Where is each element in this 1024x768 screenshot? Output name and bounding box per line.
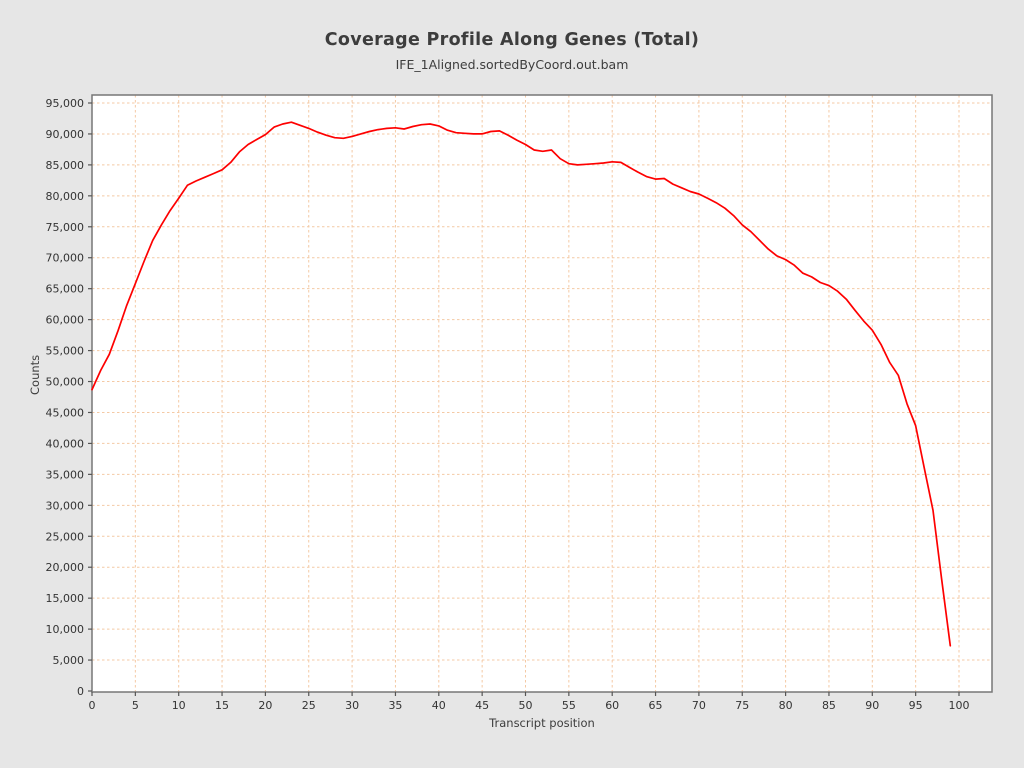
x-axis-label: Transcript position: [489, 716, 595, 730]
x-tick-label: 25: [302, 699, 316, 712]
y-tick-label: 15,000: [46, 592, 85, 605]
x-tick-label: 70: [692, 699, 706, 712]
plot-background: [92, 95, 992, 692]
y-axis-label: Counts: [28, 354, 42, 395]
y-tick-label: 5,000: [53, 654, 85, 667]
x-tick-label: 95: [909, 699, 923, 712]
plot-frame: [91, 94, 993, 693]
y-tick-label: 0: [77, 685, 84, 698]
y-tick-label: 90,000: [46, 128, 85, 141]
x-tick-label: 45: [475, 699, 489, 712]
y-tick-label: 45,000: [46, 406, 85, 419]
y-tick-label: 10,000: [46, 623, 85, 636]
y-tick-label: 50,000: [46, 376, 85, 389]
y-tick-label: 40,000: [46, 437, 85, 450]
x-tick-label: 55: [562, 699, 576, 712]
x-tick-label: 60: [605, 699, 619, 712]
y-tick-label: 30,000: [46, 499, 85, 512]
x-tick-label: 30: [345, 699, 359, 712]
x-tick-label: 40: [432, 699, 446, 712]
y-tick-label: 60,000: [46, 314, 85, 327]
x-tick-label: 100: [949, 699, 970, 712]
x-tick-label: 85: [822, 699, 836, 712]
chart-subtitle: IFE_1Aligned.sortedByCoord.out.bam: [395, 57, 629, 72]
y-tick-label: 65,000: [46, 283, 85, 296]
x-tick-label: 10: [172, 699, 186, 712]
y-tick-label: 20,000: [46, 561, 85, 574]
y-tick-label: 25,000: [46, 530, 85, 543]
x-tick-label: 5: [132, 699, 139, 712]
chart-title: Coverage Profile Along Genes (Total): [324, 30, 700, 50]
x-tick-label: 50: [519, 699, 533, 712]
x-tick-label: 35: [388, 699, 402, 712]
y-tick-label: 75,000: [46, 221, 85, 234]
x-tick-label: 90: [865, 699, 879, 712]
x-tick-label: 20: [258, 699, 272, 712]
x-tick-label: 0: [89, 699, 96, 712]
y-tick-label: 95,000: [46, 97, 85, 110]
y-tick-label: 85,000: [46, 159, 85, 172]
y-tick-label: 70,000: [46, 252, 85, 265]
x-tick-label: 75: [735, 699, 749, 712]
y-tick-label: 80,000: [46, 190, 85, 203]
x-tick-label: 65: [649, 699, 663, 712]
x-tick-label: 80: [779, 699, 793, 712]
x-tick-label: 15: [215, 699, 229, 712]
y-tick-label: 35,000: [46, 468, 85, 481]
series-line: [91, 121, 952, 647]
y-tick-label: 55,000: [46, 345, 85, 358]
